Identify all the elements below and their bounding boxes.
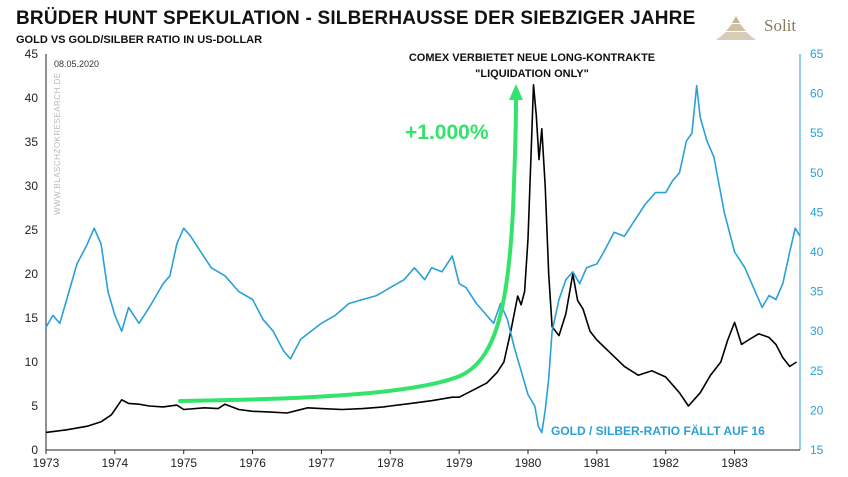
y-right-tick-label: 30 — [810, 324, 824, 338]
y-right-tick-label: 20 — [810, 403, 824, 417]
gain-arrow-head — [509, 84, 523, 100]
series-lines — [45, 84, 801, 434]
x-tick-label: 1974 — [102, 456, 129, 470]
right-axis: 15 20 25 30 35 40 45 50 55 60 65 — [799, 47, 824, 457]
pyramid-logo-icon — [716, 16, 756, 40]
y-right-tick-label: 25 — [810, 364, 824, 378]
y-right-tick-label: 45 — [810, 205, 824, 219]
x-tick-label: 1973 — [33, 456, 60, 470]
x-tick-label: 1976 — [239, 456, 266, 470]
gain-arrow — [178, 98, 518, 403]
y-right-tick-label: 60 — [810, 87, 824, 101]
y-left-tick-label: 10 — [25, 355, 39, 369]
y-right-tick-label: 65 — [810, 47, 824, 61]
y-left-tick-label: 15 — [25, 311, 39, 325]
ratio-annotation: GOLD / SILBER-RATIO FÄLLT AUF 16 — [551, 423, 765, 438]
y-right-tick-label: 15 — [810, 443, 824, 457]
left-axis: 0 5 10 15 20 25 30 35 40 45 — [25, 47, 47, 457]
y-right-tick-label: 35 — [810, 285, 824, 299]
y-right-tick-label: 50 — [810, 166, 824, 180]
chart-title: BRÜDER HUNT SPEKULATION - SILBERHAUSSE D… — [16, 8, 696, 29]
brand-name: Solit — [764, 16, 797, 35]
x-tick-label: 1977 — [308, 456, 335, 470]
x-tick-label: 1979 — [446, 456, 473, 470]
y-right-tick-label: 55 — [810, 126, 824, 140]
y-left-tick-label: 20 — [25, 267, 39, 281]
y-left-tick-label: 30 — [25, 179, 39, 193]
x-tick-label: 1978 — [377, 456, 404, 470]
x-tick-label: 1975 — [170, 456, 197, 470]
gold-series-line — [45, 84, 798, 434]
brand-logo: Solit — [712, 8, 832, 42]
comex-annotation-line1: COMEX VERBIETET NEUE LONG-KONTRAKTE — [409, 52, 655, 64]
y-left-tick-label: 5 — [31, 399, 38, 413]
x-tick-label: 1982 — [652, 456, 679, 470]
y-right-tick-label: 40 — [810, 245, 824, 259]
x-tick-label: 1983 — [721, 456, 748, 470]
y-left-tick-label: 40 — [25, 91, 39, 105]
comex-annotation-line2: "LIQUIDATION ONLY" — [475, 68, 589, 80]
ratio-series-line — [45, 84, 801, 434]
x-tick-label: 1981 — [584, 456, 611, 470]
chart-date: 08.05.2020 — [54, 59, 99, 69]
y-left-tick-label: 45 — [25, 47, 39, 61]
x-tick-label: 1980 — [515, 456, 542, 470]
gain-annotation: +1.000% — [405, 121, 489, 144]
y-left-tick-label: 25 — [25, 223, 39, 237]
watermark-text: WWW.BLASCHZOKRESEARCH.DE — [53, 72, 62, 215]
y-left-tick-label: 0 — [31, 443, 38, 457]
x-axis: 1973 1974 1975 1976 1977 1978 1979 1980 1981 1982… — [33, 449, 800, 470]
y-left-tick-label: 35 — [25, 135, 39, 149]
chart-subtitle: GOLD VS GOLD/SILBER RATIO IN US-DOLLAR — [16, 34, 263, 46]
